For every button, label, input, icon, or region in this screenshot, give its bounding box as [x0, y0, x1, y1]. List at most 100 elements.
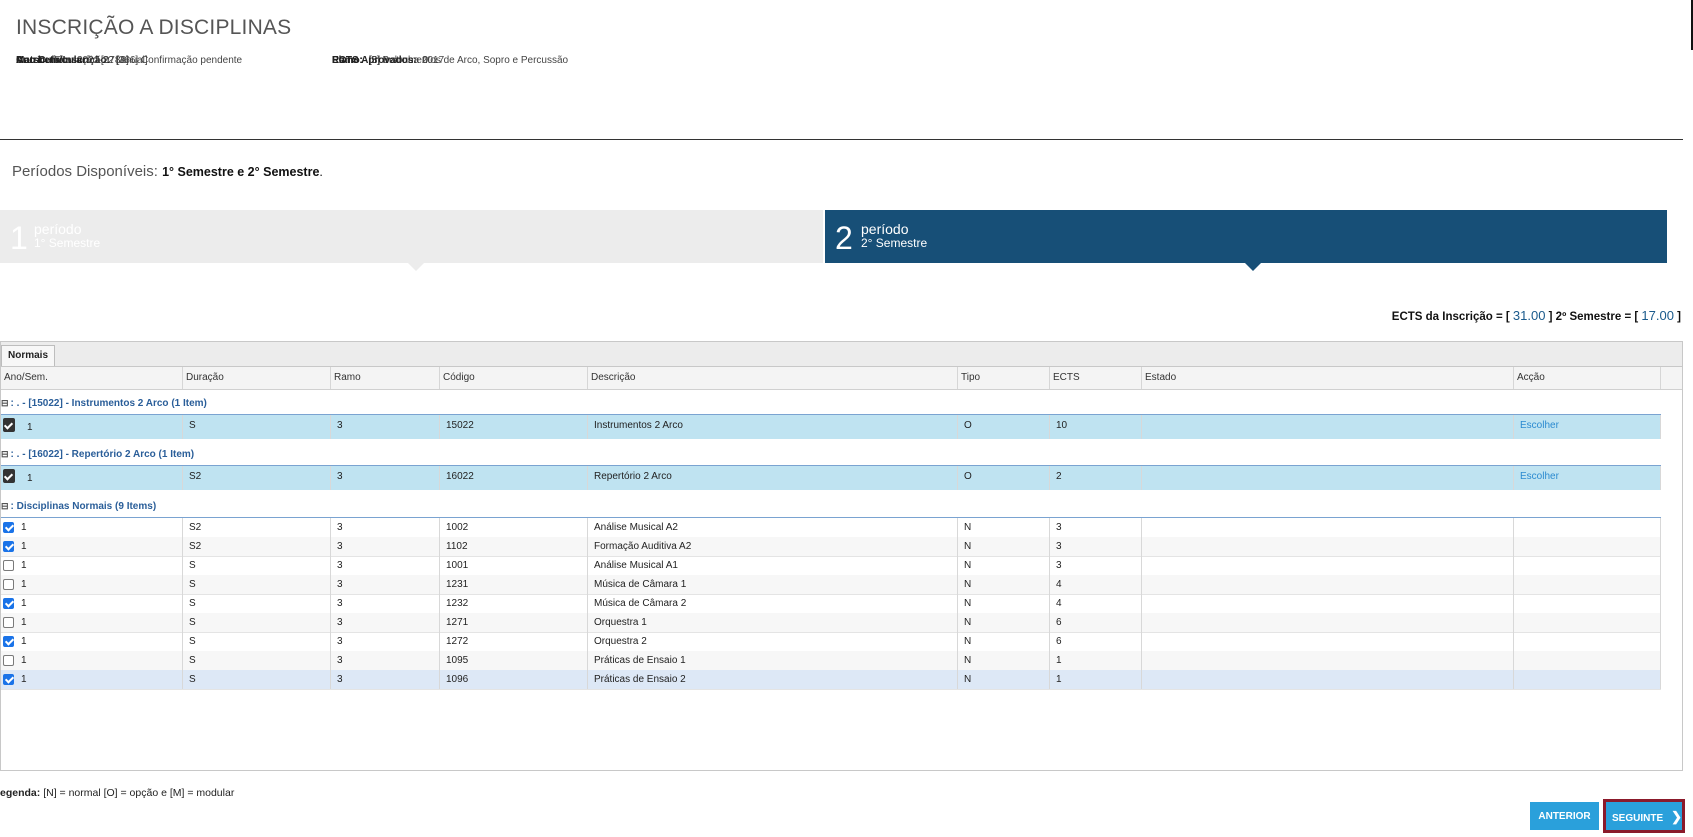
cell-tipo: N [958, 613, 1050, 632]
cell-accao [1514, 632, 1661, 651]
cell-duracao: S [183, 594, 331, 613]
table-row[interactable]: 1 S 3 1001 Análise Musical A1 N 3 [1, 556, 1661, 576]
cell-ects: 4 [1050, 575, 1142, 594]
cell-accao [1514, 670, 1661, 689]
cell-duracao: S2 [183, 537, 331, 556]
step-period-1[interactable]: 1 período 1° Semestre [0, 210, 823, 271]
cell-tipo: N [958, 518, 1050, 537]
header-separator [0, 139, 1683, 140]
cell-ects: 1 [1050, 670, 1142, 689]
cell-ano-text: 1 [21, 636, 27, 647]
cell-descricao: Análise Musical A2 [588, 518, 958, 537]
group-title: : Disciplinas Normais (9 Items) [10, 501, 157, 512]
cell-ects: 3 [1050, 537, 1142, 556]
cell-ects: 1 [1050, 651, 1142, 670]
cell-descricao: Música de Câmara 2 [588, 594, 958, 613]
select-checkbox[interactable] [3, 598, 14, 609]
cell-accao [1514, 651, 1661, 670]
step-number: 1 [10, 220, 28, 256]
select-checkbox[interactable] [3, 560, 14, 571]
col-ects[interactable]: ECTS [1050, 367, 1142, 389]
col-estado[interactable]: Estado [1142, 367, 1514, 389]
previous-button[interactable]: ANTERIOR [1530, 802, 1599, 830]
cell-descricao: Repertório 2 Arco [588, 466, 958, 490]
step-sublabel: 1° Semestre [34, 236, 101, 250]
col-descricao[interactable]: Descrição [588, 367, 958, 389]
select-checkbox[interactable] [3, 636, 14, 647]
info-row-curso: Curso: Execução [9782] [16, 53, 1676, 69]
select-checkbox[interactable] [3, 617, 14, 628]
collapse-icon[interactable]: ⊟ [1, 501, 9, 511]
cell-ano: 1 [1, 556, 183, 575]
grid-column-headers: Ano/Sem. Duração Ramo Código Descrição T… [1, 367, 1682, 390]
tab-normais[interactable]: Normais [1, 345, 56, 366]
cell-accao [1514, 613, 1661, 632]
table-row[interactable]: 1 S2 3 16022 Repertório 2 Arco O 2 Escol… [1, 466, 1661, 490]
collapse-icon[interactable]: ⊟ [1, 449, 9, 459]
col-duracao[interactable]: Duração [183, 367, 331, 389]
cell-estado [1142, 466, 1514, 490]
cell-ects: 6 [1050, 613, 1142, 632]
choose-link[interactable]: Escolher [1514, 466, 1661, 490]
info-label: Ano Curricular: [16, 55, 90, 66]
cell-ramo: 3 [331, 613, 440, 632]
cell-codigo: 1271 [440, 613, 588, 632]
chevron-right-icon: ❯ [1671, 809, 1683, 824]
cell-ano: 1 [1, 632, 183, 651]
col-tipo[interactable]: Tipo [958, 367, 1050, 389]
col-ramo[interactable]: Ramo [331, 367, 440, 389]
next-button[interactable]: SEGUINTE ❯ [1603, 799, 1685, 833]
periods-label: Períodos Disponíveis: [12, 163, 158, 180]
window-edge-mark [1691, 0, 1693, 50]
cell-accao [1514, 575, 1661, 594]
table-row[interactable]: 1 S2 3 1002 Análise Musical A2 N 3 [1, 518, 1661, 538]
cell-estado [1142, 518, 1514, 537]
col-codigo[interactable]: Código [440, 367, 588, 389]
group-header-normais[interactable]: ⊟: Disciplinas Normais (9 Items) [1, 501, 156, 517]
cell-codigo: 16022 [440, 466, 588, 490]
select-checkbox[interactable] [3, 541, 14, 552]
info-label: Curso: [16, 55, 49, 66]
cell-ano-text: 1 [21, 522, 27, 533]
cell-estado [1142, 613, 1514, 632]
table-row[interactable]: 1 S 3 15022 Instrumentos 2 Arco O 10 Esc… [1, 415, 1661, 439]
col-accao[interactable]: Acção [1514, 367, 1661, 389]
cell-estado [1142, 537, 1514, 556]
cell-tipo: N [958, 594, 1050, 613]
table-row[interactable]: 1 S2 3 1102 Formação Auditiva A2 N 3 [1, 537, 1661, 557]
cell-ramo: 3 [331, 518, 440, 537]
cell-estado [1142, 415, 1514, 439]
select-checkbox[interactable] [3, 655, 14, 666]
col-ano-sem[interactable]: Ano/Sem. [1, 367, 183, 389]
choose-link[interactable]: Escolher [1514, 415, 1661, 439]
info-value: [366] Confirmação pendente [115, 55, 243, 66]
ects-mid: ] 2º Semestre = [ [1548, 311, 1639, 323]
cell-estado [1142, 575, 1514, 594]
group-title: : . - [15022] - Instrumentos 2 Arco (1 I… [10, 398, 207, 409]
mandatory-option-icon [3, 418, 15, 432]
collapse-icon[interactable]: ⊟ [1, 398, 9, 408]
cell-duracao: S [183, 415, 331, 439]
info-label: Ano Letivo: [16, 55, 71, 66]
info-value: Execução [9782] [54, 55, 129, 66]
legend: egenda: [N] = normal [O] = opção e [M] =… [0, 787, 234, 799]
cell-ano: 1 [1, 575, 183, 594]
select-checkbox[interactable] [3, 579, 14, 590]
cell-ramo: 3 [331, 594, 440, 613]
ects-suffix: ] [1677, 311, 1681, 323]
group-header-15022[interactable]: ⊟: . - [15022] - Instrumentos 2 Arco (1 … [1, 398, 207, 414]
cell-estado [1142, 632, 1514, 651]
cell-codigo: 1232 [440, 594, 588, 613]
select-checkbox[interactable] [3, 674, 14, 685]
group-title: : . - [16022] - Repertório 2 Arco (1 Ite… [10, 449, 195, 460]
group-header-16022[interactable]: ⊟: . - [16022] - Repertório 2 Arco (1 It… [1, 449, 194, 465]
select-checkbox[interactable] [3, 522, 14, 533]
cell-descricao: Música de Câmara 1 [588, 575, 958, 594]
step-period-2[interactable]: 2 período 2° Semestre [825, 210, 1667, 271]
